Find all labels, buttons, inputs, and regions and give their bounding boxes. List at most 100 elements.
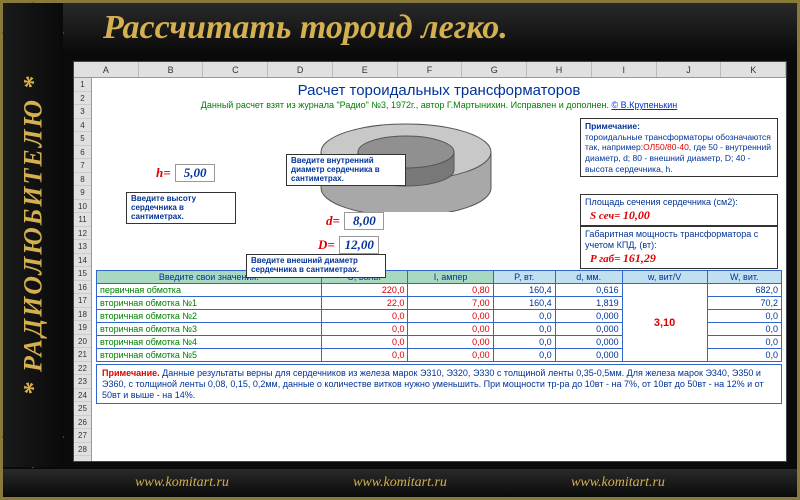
- cell-d: 0,000: [555, 310, 622, 323]
- cell-i[interactable]: 0,00: [408, 310, 493, 323]
- row-number[interactable]: 9: [74, 186, 91, 200]
- cell-w: 0,0: [707, 336, 781, 349]
- cell-i[interactable]: 0,80: [408, 284, 493, 297]
- cell-i[interactable]: 0,00: [408, 336, 493, 349]
- row-number[interactable]: 22: [74, 362, 91, 376]
- th: d, мм.: [555, 271, 622, 284]
- row-number[interactable]: 5: [74, 132, 91, 146]
- row-number[interactable]: 18: [74, 308, 91, 322]
- cell-p: 0,0: [493, 349, 555, 362]
- callout-h: Введите высоту сердечника в сантиметрах.: [126, 192, 236, 224]
- windings-table: Введите свои значения:U, вольтI, амперP,…: [96, 270, 782, 362]
- col-header[interactable]: C: [203, 62, 268, 77]
- row-number[interactable]: 19: [74, 321, 91, 335]
- cell-u[interactable]: 220,0: [321, 284, 408, 297]
- row-number[interactable]: 10: [74, 200, 91, 214]
- col-header[interactable]: G: [462, 62, 527, 77]
- spreadsheet-window: ABCDEFGHIJK 1234567891011121314151617181…: [73, 61, 787, 462]
- cell-d: 1,819: [555, 297, 622, 310]
- row-number[interactable]: 26: [74, 416, 91, 430]
- row-number[interactable]: 23: [74, 375, 91, 389]
- calc1-value: 10,00: [623, 208, 650, 222]
- h-label: h=: [156, 165, 171, 180]
- row-number[interactable]: 6: [74, 146, 91, 160]
- cell-i[interactable]: 0,00: [408, 349, 493, 362]
- sheet-title: Расчет тороидальных трансформаторов: [96, 82, 782, 99]
- table-row: первичная обмотка 220,0 0,80 160,4 0,616…: [97, 284, 782, 297]
- col-header[interactable]: J: [657, 62, 722, 77]
- cell-w: 0,0: [707, 310, 781, 323]
- notes-example: ОЛ50/80-40: [643, 142, 689, 152]
- col-header[interactable]: H: [527, 62, 592, 77]
- calc2-title: Габаритная мощность трансформатора с уче…: [585, 229, 758, 250]
- calc-power-box: Габаритная мощность трансформатора с уче…: [580, 226, 778, 269]
- cell-i[interactable]: 7,00: [408, 297, 493, 310]
- cell-u[interactable]: 0,0: [321, 310, 408, 323]
- dim-D: D= 12,00: [318, 236, 379, 254]
- D-input[interactable]: 12,00: [339, 236, 379, 254]
- row-number[interactable]: 3: [74, 105, 91, 119]
- cell-w: 70,2: [707, 297, 781, 310]
- row-number[interactable]: 13: [74, 240, 91, 254]
- footer-url-3[interactable]: www.komitart.ru: [571, 475, 665, 491]
- row-number[interactable]: 4: [74, 119, 91, 133]
- col-header[interactable]: A: [74, 62, 139, 77]
- footnote-text: Данные результаты верны для сердечников …: [102, 368, 764, 400]
- row-number[interactable]: 11: [74, 213, 91, 227]
- dim-h: h= 5,00: [156, 164, 215, 182]
- col-header[interactable]: E: [333, 62, 398, 77]
- row-number[interactable]: 17: [74, 294, 91, 308]
- calc1-label: S сеч=: [590, 210, 620, 222]
- D-label: D=: [318, 237, 335, 252]
- footnote-label: Примечание.: [102, 368, 160, 378]
- col-header[interactable]: B: [139, 62, 204, 77]
- cell-p: 0,0: [493, 336, 555, 349]
- row-number[interactable]: 28: [74, 443, 91, 457]
- row-number[interactable]: 27: [74, 429, 91, 443]
- row-number[interactable]: 14: [74, 254, 91, 268]
- row-number[interactable]: 7: [74, 159, 91, 173]
- cell-name[interactable]: вторичная обмотка №4: [97, 336, 322, 349]
- cell-d: 0,000: [555, 323, 622, 336]
- col-header[interactable]: F: [398, 62, 463, 77]
- cell-i[interactable]: 0,00: [408, 323, 493, 336]
- callout-d: Введите внутренний диаметр сердечника в …: [286, 154, 406, 186]
- row-number[interactable]: 2: [74, 92, 91, 106]
- cell-p: 0,0: [493, 310, 555, 323]
- row-number[interactable]: 20: [74, 335, 91, 349]
- col-header[interactable]: K: [721, 62, 786, 77]
- col-header[interactable]: I: [592, 62, 657, 77]
- cell-p: 160,4: [493, 297, 555, 310]
- cell-u[interactable]: 0,0: [321, 323, 408, 336]
- row-number[interactable]: 24: [74, 389, 91, 403]
- row-number[interactable]: 16: [74, 281, 91, 295]
- row-number[interactable]: 25: [74, 402, 91, 416]
- cell-u[interactable]: 0,0: [321, 336, 408, 349]
- row-number[interactable]: 12: [74, 227, 91, 241]
- cell-p: 0,0: [493, 323, 555, 336]
- row-number[interactable]: 8: [74, 173, 91, 187]
- th: P, вт.: [493, 271, 555, 284]
- footer-url-1[interactable]: www.komitart.ru: [135, 475, 229, 491]
- cell-name[interactable]: первичная обмотка: [97, 284, 322, 297]
- cell-u[interactable]: 22,0: [321, 297, 408, 310]
- footer-url-2[interactable]: www.komitart.ru: [353, 475, 447, 491]
- cell-d: 0,000: [555, 336, 622, 349]
- cell-name[interactable]: вторичная обмотка №2: [97, 310, 322, 323]
- row-number[interactable]: 1: [74, 78, 91, 92]
- cell-u[interactable]: 0,0: [321, 349, 408, 362]
- row-number[interactable]: 15: [74, 267, 91, 281]
- author-link[interactable]: © В.Крупенькин: [611, 100, 677, 110]
- h-input[interactable]: 5,00: [175, 164, 215, 182]
- sheet-subtitle: Данный расчет взят из журнала "Радио" №3…: [96, 100, 782, 110]
- th: w, вит/V: [622, 271, 707, 284]
- d-input[interactable]: 8,00: [344, 212, 384, 230]
- col-header[interactable]: D: [268, 62, 333, 77]
- row-number[interactable]: 21: [74, 348, 91, 362]
- notes-title: Примечание:: [585, 121, 640, 131]
- cell-name[interactable]: вторичная обмотка №3: [97, 323, 322, 336]
- cell-name[interactable]: вторичная обмотка №5: [97, 349, 322, 362]
- cell-name[interactable]: вторичная обмотка №1: [97, 297, 322, 310]
- footnote-box: Примечание. Данные результаты верны для …: [96, 364, 782, 404]
- title-bar: Рассчитать тороид легко.: [3, 3, 797, 53]
